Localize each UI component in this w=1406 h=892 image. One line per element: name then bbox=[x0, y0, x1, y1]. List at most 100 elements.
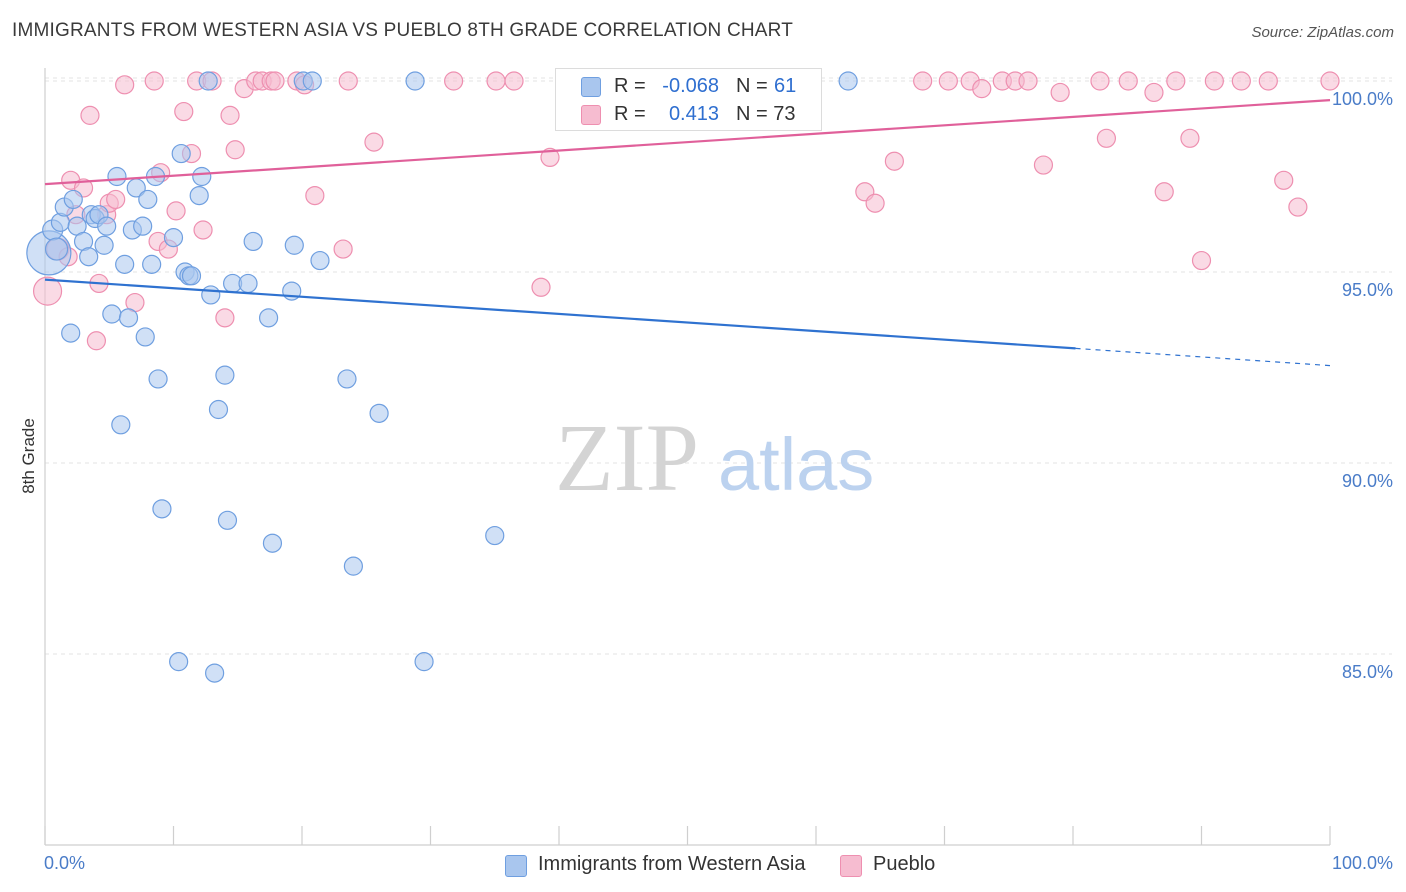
y-axis-label: 8th Grade bbox=[19, 418, 38, 494]
point-pueblo bbox=[1258, 71, 1278, 91]
legend-label: Pueblo bbox=[873, 853, 936, 875]
point-western-asia bbox=[61, 323, 81, 343]
point-western-asia bbox=[94, 235, 114, 255]
y-tick-label: 90.0% bbox=[1342, 471, 1393, 491]
point-pueblo bbox=[1166, 71, 1186, 91]
point-pueblo bbox=[972, 79, 992, 99]
legend-label: Immigrants from Western Asia bbox=[538, 853, 806, 875]
point-western-asia bbox=[258, 308, 279, 328]
point-western-asia bbox=[405, 71, 425, 91]
point-western-asia bbox=[44, 237, 69, 261]
point-western-asia bbox=[97, 216, 117, 236]
point-western-asia bbox=[284, 235, 304, 255]
point-pueblo bbox=[1191, 250, 1212, 271]
trend-line-pueblo bbox=[44, 99, 1331, 186]
point-pueblo bbox=[80, 105, 100, 125]
point-pueblo bbox=[338, 71, 358, 91]
x-tick-label: 100.0% bbox=[1332, 853, 1393, 873]
stats-legend: R = -0.068 N = 61 R = 0.413 N = 73 bbox=[555, 68, 822, 131]
point-pueblo bbox=[364, 132, 384, 152]
r-value: -0.068 bbox=[662, 75, 719, 97]
r-label: R = bbox=[614, 103, 646, 125]
point-pueblo bbox=[531, 277, 551, 297]
point-western-asia bbox=[133, 216, 153, 236]
point-pueblo bbox=[193, 220, 213, 240]
source-label: Source: ZipAtlas.com bbox=[1251, 24, 1394, 41]
point-pueblo bbox=[265, 71, 285, 91]
trend-line-western-asia bbox=[44, 278, 1076, 350]
r-label: R = bbox=[614, 75, 646, 97]
point-pueblo bbox=[1118, 71, 1138, 91]
point-western-asia bbox=[262, 533, 283, 553]
point-western-asia bbox=[148, 369, 168, 389]
point-western-asia bbox=[198, 71, 218, 91]
point-western-asia bbox=[107, 166, 127, 187]
axes bbox=[44, 68, 1331, 846]
trend-line-western-asia-extension bbox=[1075, 347, 1331, 367]
point-pueblo bbox=[1231, 71, 1251, 91]
point-western-asia bbox=[138, 189, 158, 210]
point-pueblo bbox=[1090, 71, 1110, 91]
point-western-asia bbox=[142, 254, 162, 274]
n-label: N = 73 bbox=[736, 103, 796, 125]
point-pueblo bbox=[1144, 82, 1164, 103]
blue-swatch bbox=[505, 855, 527, 877]
point-western-asia bbox=[79, 247, 99, 267]
point-western-asia bbox=[208, 399, 229, 420]
point-western-asia bbox=[201, 285, 221, 305]
point-western-asia bbox=[369, 403, 389, 423]
point-pueblo bbox=[333, 239, 353, 259]
point-western-asia bbox=[152, 499, 172, 519]
pink-swatch bbox=[840, 855, 862, 877]
point-western-asia bbox=[343, 556, 363, 576]
x-tick-label: 0.0% bbox=[44, 853, 85, 873]
point-pueblo bbox=[174, 101, 194, 122]
point-western-asia bbox=[215, 365, 235, 385]
point-pueblo bbox=[865, 193, 885, 213]
chart-title: IMMIGRANTS FROM WESTERN ASIA VS PUEBLO 8… bbox=[12, 20, 794, 41]
point-western-asia bbox=[414, 652, 434, 672]
point-pueblo bbox=[225, 140, 245, 160]
point-pueblo bbox=[32, 276, 63, 306]
trend-lines bbox=[44, 99, 1331, 367]
point-western-asia bbox=[238, 273, 258, 294]
point-western-asia bbox=[485, 525, 505, 546]
point-pueblo bbox=[938, 71, 958, 91]
point-pueblo bbox=[1288, 197, 1308, 217]
point-pueblo bbox=[540, 147, 560, 167]
point-pueblo bbox=[444, 71, 464, 91]
watermark-atlas: atlas bbox=[718, 423, 874, 506]
point-western-asia bbox=[135, 327, 155, 347]
point-pueblo bbox=[106, 189, 126, 210]
point-western-asia bbox=[838, 71, 858, 91]
point-western-asia bbox=[102, 304, 122, 324]
point-western-asia bbox=[205, 663, 225, 683]
point-western-asia bbox=[111, 415, 131, 435]
point-pueblo bbox=[1274, 170, 1294, 190]
point-western-asia bbox=[171, 143, 191, 164]
stats-legend-row-pink: R = 0.413 N = 73 bbox=[556, 100, 821, 128]
point-pueblo bbox=[115, 75, 135, 95]
watermark: ZIP atlas bbox=[555, 404, 874, 511]
y-tick-label: 95.0% bbox=[1342, 280, 1393, 300]
data-points bbox=[26, 71, 1340, 683]
y-tick-label: 85.0% bbox=[1342, 662, 1393, 682]
point-pueblo bbox=[486, 71, 506, 91]
point-pueblo bbox=[1320, 71, 1340, 91]
point-pueblo bbox=[220, 105, 240, 125]
axis-labels: 85.0% 90.0% 95.0% 100.0% 0.0% 100.0% 8th Grade bbox=[19, 89, 1393, 873]
point-western-asia bbox=[217, 510, 238, 530]
point-pueblo bbox=[166, 201, 186, 221]
point-western-asia bbox=[243, 231, 263, 252]
point-western-asia bbox=[337, 369, 357, 389]
point-pueblo bbox=[1050, 82, 1070, 103]
point-pueblo bbox=[1154, 182, 1174, 202]
watermark-zip: ZIP bbox=[555, 404, 699, 511]
n-value: 61 bbox=[774, 75, 797, 97]
point-pueblo bbox=[1018, 71, 1038, 91]
point-pueblo bbox=[1204, 71, 1224, 91]
point-pueblo bbox=[913, 71, 933, 91]
point-pueblo bbox=[1033, 155, 1054, 175]
point-pueblo bbox=[305, 186, 325, 206]
